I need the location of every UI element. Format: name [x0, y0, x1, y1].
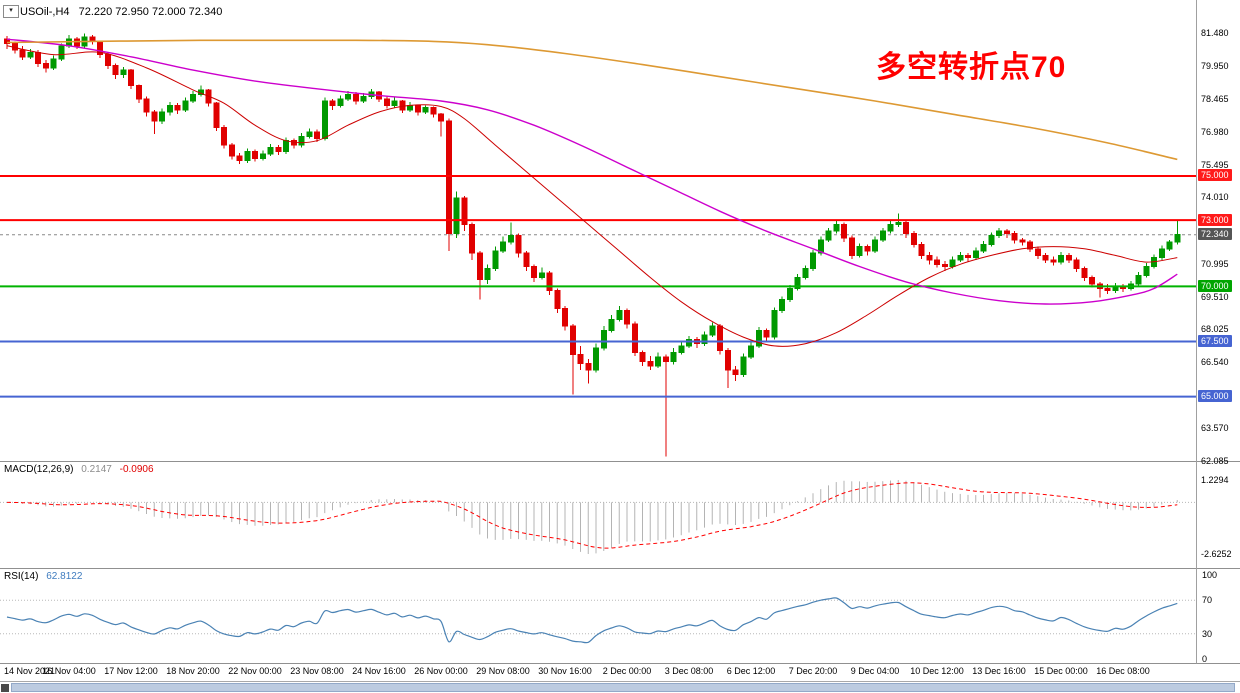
macd-indicator-label: MACD(12,26,9) 0.2147 -0.0906	[4, 464, 154, 475]
panel-separators	[0, 0, 1240, 664]
rsi-value: 62.8122	[46, 571, 83, 582]
symbol-timeframe-label: USOil-,H4	[20, 6, 70, 18]
chart-title: USOil-,H4 72.220 72.950 72.000 72.340	[20, 6, 222, 18]
candles-layer	[4, 33, 1181, 457]
macd-panel	[0, 480, 1196, 554]
rsi-indicator-label: RSI(14) 62.8122	[4, 571, 82, 582]
macd-name-label: MACD(12,26,9)	[4, 464, 74, 475]
ma-slow-orange-line	[6, 39, 1178, 161]
rsi-panel	[0, 597, 1196, 644]
macd-main-value: 0.2147	[81, 464, 112, 475]
chart-menu-button[interactable]: ▾	[3, 5, 19, 18]
horizontal-level-lines	[0, 174, 1196, 398]
ma-mid-magenta-line	[6, 38, 1178, 305]
scrollbar-thumb[interactable]	[11, 683, 1235, 692]
ma-fast-red-line	[6, 45, 1178, 347]
annotation-text: 多空转折点70	[876, 51, 1067, 84]
rsi-name-label: RSI(14)	[4, 571, 39, 582]
horizontal-scrollbar[interactable]	[0, 681, 1240, 693]
triangle-icon: ▾	[9, 7, 13, 14]
scrollbar-home-button[interactable]	[1, 684, 9, 692]
ohlc-values: 72.220 72.950 72.000 72.340	[78, 6, 223, 18]
macd-signal-value: -0.0906	[119, 464, 154, 475]
